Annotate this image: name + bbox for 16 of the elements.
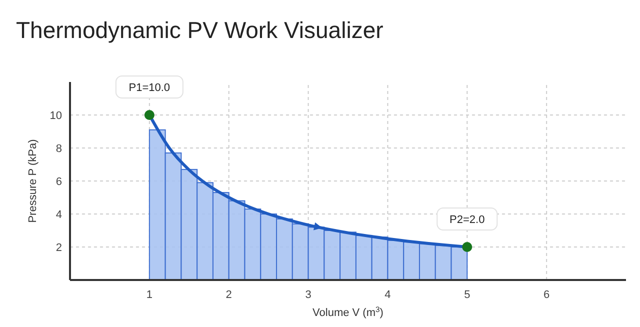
y-axis-title: Pressure P (kPa) bbox=[27, 139, 39, 223]
x-tick-label: 3 bbox=[305, 289, 312, 301]
x-tick-label: 4 bbox=[384, 289, 391, 301]
x-tick-label: 2 bbox=[226, 289, 232, 301]
y-tick-label: 6 bbox=[56, 176, 62, 188]
annotation: P2=2.0 bbox=[450, 214, 485, 226]
chart-title: Thermodynamic PV Work Visualizer bbox=[16, 17, 384, 43]
y-tick-label: 8 bbox=[56, 143, 62, 155]
x-axis-title: Volume V (m$^{3}$) bbox=[312, 304, 384, 319]
y-tick-label: 10 bbox=[50, 110, 62, 122]
x-tick-label: 5 bbox=[464, 289, 470, 301]
x-tick-label: 6 bbox=[544, 289, 550, 301]
x-tick-label: 1 bbox=[146, 289, 152, 301]
y-tick-label: 2 bbox=[56, 242, 62, 254]
annotation: P1=10.0 bbox=[128, 82, 170, 94]
y-tick-label: 4 bbox=[56, 209, 62, 221]
